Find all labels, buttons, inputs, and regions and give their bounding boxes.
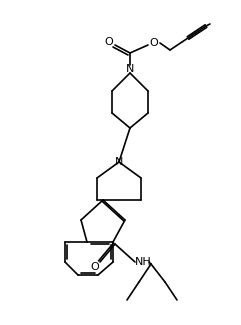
Text: O: O (91, 262, 99, 272)
Text: N: N (115, 157, 123, 167)
Text: N: N (126, 64, 134, 74)
Text: O: O (150, 38, 158, 48)
Text: NH: NH (135, 257, 151, 267)
Text: O: O (105, 37, 113, 47)
